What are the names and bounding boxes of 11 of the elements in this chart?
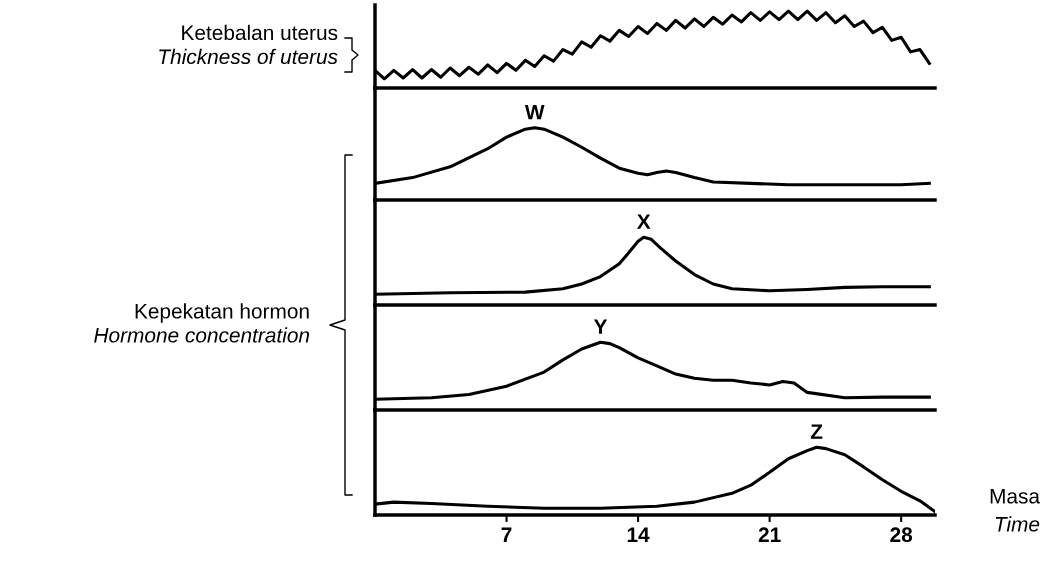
- y-axis-title: Ketebalan uterus Thickness of uterus: [159, 24, 338, 65]
- x-axis-title: Masa Time: [990, 489, 1040, 532]
- x-tick-label: 28: [890, 527, 913, 543]
- x-tick-label: 7: [501, 527, 512, 542]
- x-tick-label: 14: [627, 527, 650, 542]
- x-tick-label: 21: [758, 527, 781, 542]
- annotation: X: [636, 214, 651, 229]
- y-axis-title: Kepekatan hormon Hormone concentration: [94, 303, 310, 343]
- annotation: Z: [810, 424, 823, 439]
- annotation: Y: [593, 319, 608, 334]
- annotation: W: [524, 104, 545, 120]
